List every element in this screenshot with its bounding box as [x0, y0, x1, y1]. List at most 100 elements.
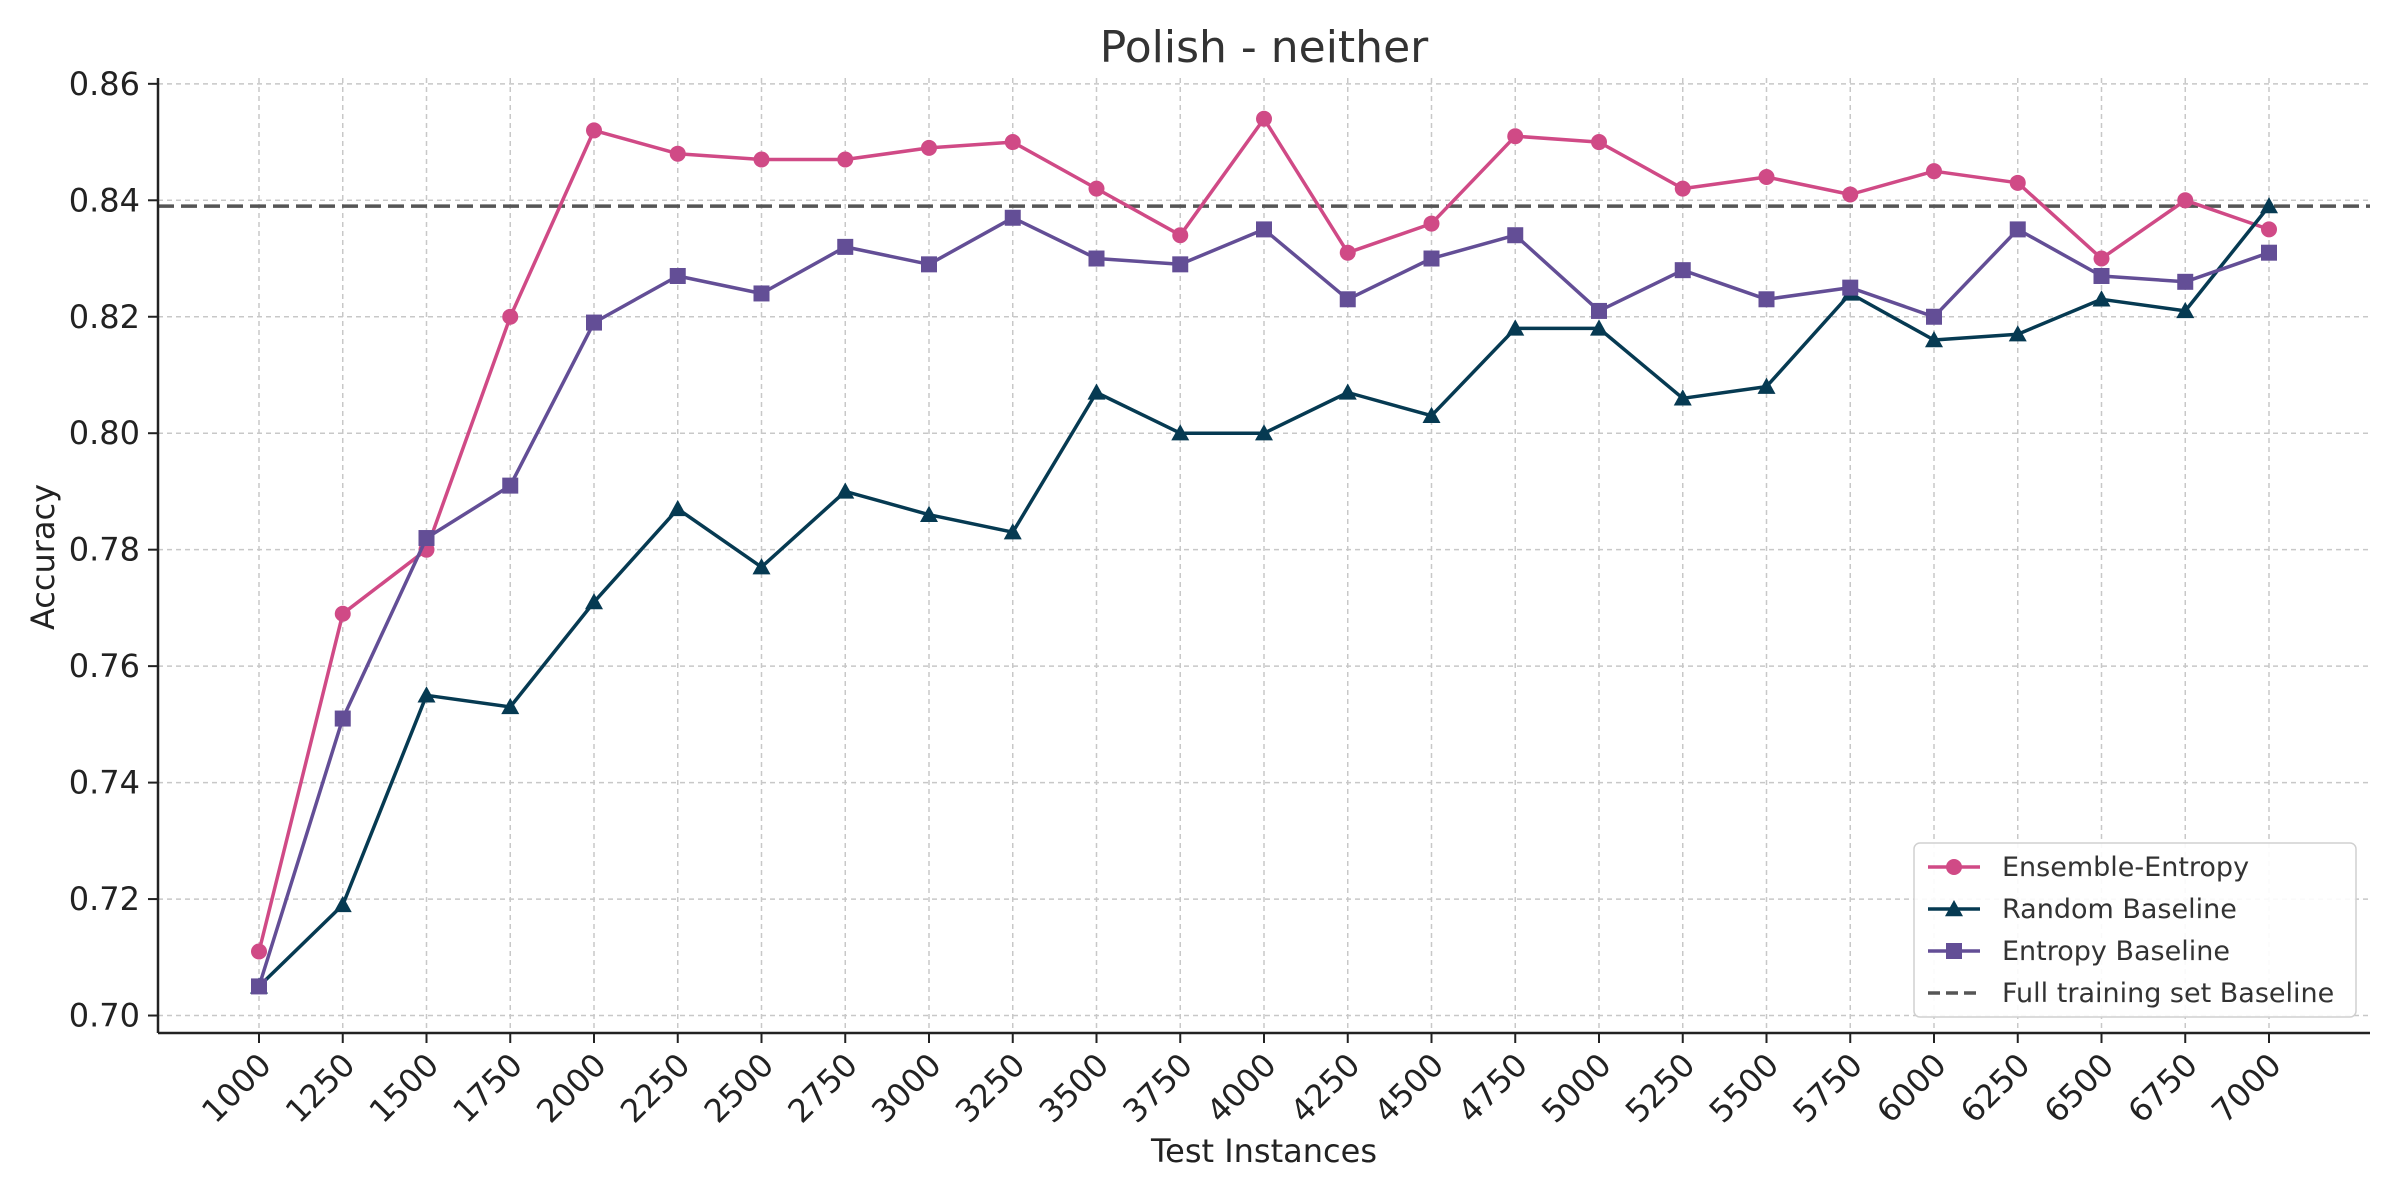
- data-point: [1339, 291, 1356, 308]
- x-tick-label: 4500: [1367, 1046, 1451, 1130]
- x-tick-label: 4250: [1283, 1046, 1367, 1130]
- x-tick-label: 6750: [2120, 1046, 2204, 1130]
- legend-item: Entropy Baseline: [1928, 936, 2230, 967]
- data-point: [2009, 174, 2026, 191]
- y-tick-label: 0.72: [69, 880, 140, 918]
- x-tick-label: 2250: [613, 1046, 697, 1130]
- x-tick-label: 1000: [194, 1046, 278, 1130]
- data-point: [1674, 262, 1691, 279]
- data-point: [753, 151, 770, 168]
- x-tick-label: 5750: [1785, 1046, 1869, 1130]
- chart-title: Polish - neither: [1100, 22, 1429, 73]
- data-point: [1842, 186, 1859, 203]
- series-ensemble-entropy: [251, 110, 2277, 960]
- data-point: [2008, 325, 2027, 342]
- x-tick-label: 7000: [2204, 1046, 2288, 1130]
- data-point: [251, 978, 267, 995]
- data-point: [334, 710, 351, 727]
- series-layer: [250, 110, 2278, 995]
- series-entropy-baseline: [251, 209, 2277, 995]
- data-point: [669, 267, 686, 284]
- y-tick-label: 0.76: [69, 647, 140, 685]
- x-tick-label: 1750: [445, 1046, 529, 1130]
- data-point: [586, 122, 602, 139]
- data-point: [1088, 250, 1105, 267]
- data-point: [2093, 250, 2110, 267]
- data-point: [1255, 424, 1273, 441]
- data-point: [333, 895, 352, 913]
- data-point: [2009, 221, 2026, 238]
- data-point: [1507, 227, 1524, 244]
- data-point: [2261, 244, 2277, 261]
- data-point: [501, 697, 520, 715]
- x-tick-label: 1250: [278, 1046, 362, 1130]
- data-point: [1674, 180, 1691, 197]
- data-point: [251, 943, 267, 960]
- data-point: [2092, 290, 2111, 307]
- y-tick-label: 0.86: [69, 65, 140, 103]
- data-point: [1758, 291, 1775, 308]
- legend: Ensemble-Entropy Random Baseline Entropy B…: [1913, 842, 2357, 1018]
- x-tick-label: 6250: [1953, 1046, 2037, 1130]
- y-axis-label: Accuracy: [24, 484, 62, 630]
- x-axis-label: Test Instances: [1150, 1132, 1377, 1170]
- x-tick-label: 3000: [864, 1046, 948, 1130]
- data-point: [2093, 267, 2110, 284]
- legend-item: Full training set Baseline: [1928, 978, 2334, 1009]
- y-axis-ticks: 0.70 0.72 0.74 0.76 0.78 0.80 0.82 0.84 0.86: [69, 65, 158, 1035]
- legend-label: Random Baseline: [2002, 894, 2237, 925]
- x-tick-label: 4750: [1450, 1046, 1534, 1130]
- data-point: [418, 530, 435, 547]
- data-point: [2177, 273, 2194, 290]
- data-point: [752, 558, 771, 575]
- x-tick-label: 2750: [780, 1046, 864, 1130]
- data-point: [1423, 250, 1440, 267]
- x-tick-label: 2500: [697, 1046, 781, 1130]
- data-point: [1338, 383, 1357, 400]
- data-point: [921, 139, 937, 156]
- data-point: [2176, 301, 2195, 319]
- data-point: [502, 308, 519, 325]
- data-point: [1842, 279, 1859, 296]
- legend-marker: [1946, 859, 1962, 875]
- legend-marker: [1946, 943, 1962, 959]
- legend-item: Random Baseline: [1928, 894, 2237, 925]
- data-point: [837, 238, 854, 255]
- data-point: [1926, 163, 1942, 180]
- legend-label: Full training set Baseline: [2002, 978, 2334, 1009]
- y-tick-label: 0.70: [69, 997, 140, 1035]
- data-point: [1926, 308, 1942, 325]
- data-point: [502, 477, 519, 494]
- data-point: [920, 505, 938, 522]
- data-point: [1423, 215, 1440, 232]
- data-point: [1087, 383, 1106, 400]
- data-point: [1591, 302, 1607, 319]
- data-point: [585, 593, 603, 610]
- data-point: [334, 605, 351, 622]
- x-tick-label: 6500: [2037, 1046, 2121, 1130]
- x-tick-label: 5250: [1618, 1046, 1702, 1130]
- data-point: [1422, 406, 1441, 423]
- data-point: [1171, 424, 1190, 441]
- y-tick-label: 0.80: [69, 414, 140, 452]
- x-tick-label: 2000: [529, 1046, 613, 1130]
- data-point: [1591, 134, 1607, 151]
- data-point: [753, 285, 770, 302]
- x-tick-label: 6000: [1869, 1046, 1953, 1130]
- data-point: [1339, 244, 1356, 261]
- y-tick-label: 0.78: [69, 531, 140, 569]
- data-point: [669, 145, 686, 162]
- x-tick-label: 1500: [362, 1046, 446, 1130]
- legend-marker: [1945, 900, 1963, 917]
- data-point: [668, 499, 687, 517]
- data-point: [1590, 319, 1608, 336]
- data-point: [1507, 128, 1524, 145]
- legend-label: Entropy Baseline: [2002, 936, 2230, 967]
- y-tick-label: 0.82: [69, 298, 140, 336]
- data-point: [1004, 209, 1021, 226]
- data-point: [1673, 389, 1692, 406]
- data-point: [1172, 227, 1189, 244]
- x-tick-label: 4000: [1199, 1046, 1283, 1130]
- data-point: [1925, 331, 1943, 348]
- legend-item: Ensemble-Entropy: [1928, 852, 2249, 883]
